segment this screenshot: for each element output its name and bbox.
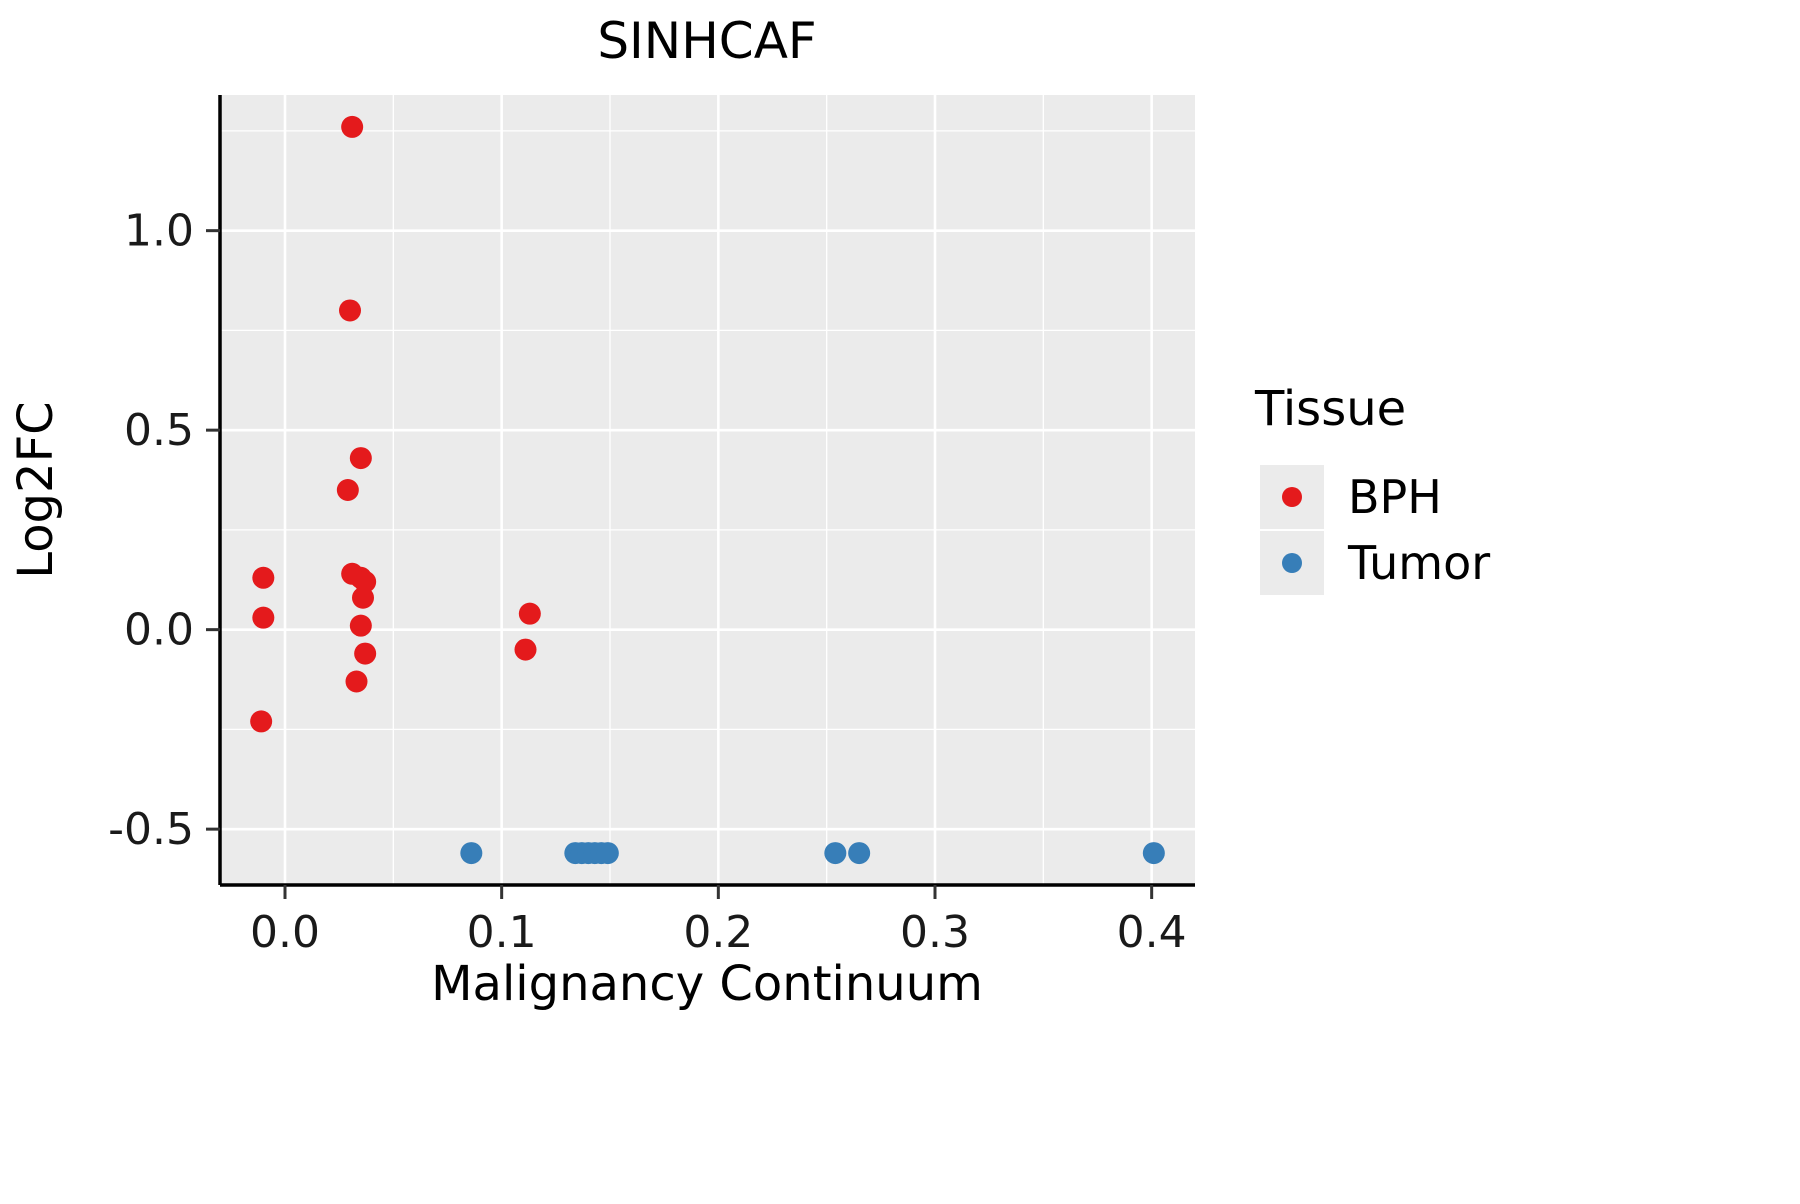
x-axis-ticks: 0.0 0.1 0.2 0.3 0.4 [250, 885, 1187, 958]
chart-title: SINHCAF [597, 12, 816, 70]
legend-item-tumor: Tumor [1260, 531, 1490, 595]
y-tick-label: 0.0 [124, 605, 194, 656]
x-axis-label: Malignancy Continuum [431, 956, 983, 1012]
point-bph [349, 447, 372, 470]
x-tick-label: 0.2 [683, 907, 753, 958]
legend: Tissue BPH Tumor [1254, 381, 1490, 595]
x-tick-label: 0.1 [467, 907, 537, 958]
point-bph [354, 642, 377, 665]
legend-item-bph: BPH [1260, 465, 1442, 529]
legend-marker-tumor [1282, 553, 1302, 573]
major-gridlines [220, 95, 1195, 885]
point-tumor [460, 842, 483, 865]
x-tick-label: 0.0 [250, 907, 320, 958]
point-bph [252, 606, 275, 629]
point-bph [250, 710, 273, 733]
point-tumor [1142, 842, 1165, 865]
point-tumor [596, 842, 619, 865]
minor-gridlines [220, 95, 1195, 885]
point-bph [341, 115, 364, 138]
point-bph [352, 586, 374, 609]
legend-marker-bph [1282, 487, 1302, 507]
plot-panel [220, 95, 1195, 885]
y-tick-label: -0.5 [108, 804, 194, 855]
legend-label-bph: BPH [1348, 470, 1442, 524]
point-bph [336, 479, 359, 501]
point-bph [349, 614, 372, 637]
x-tick-label: 0.3 [900, 907, 970, 958]
point-bph [339, 299, 361, 322]
y-axis-label: Log2FC [8, 401, 64, 578]
point-bph [252, 566, 275, 589]
legend-label-tumor: Tumor [1347, 536, 1490, 590]
data-points-layer [250, 115, 1165, 865]
point-bph [518, 602, 541, 625]
point-bph [345, 670, 368, 693]
y-tick-label: 1.0 [124, 206, 194, 257]
y-axis-ticks: -0.5 0.0 0.5 1.0 [108, 206, 220, 855]
point-bph [514, 638, 537, 661]
point-tumor [824, 842, 847, 865]
y-tick-label: 0.5 [124, 405, 194, 456]
legend-title: Tissue [1254, 381, 1406, 437]
x-tick-label: 0.4 [1117, 907, 1187, 958]
point-tumor [848, 842, 871, 865]
